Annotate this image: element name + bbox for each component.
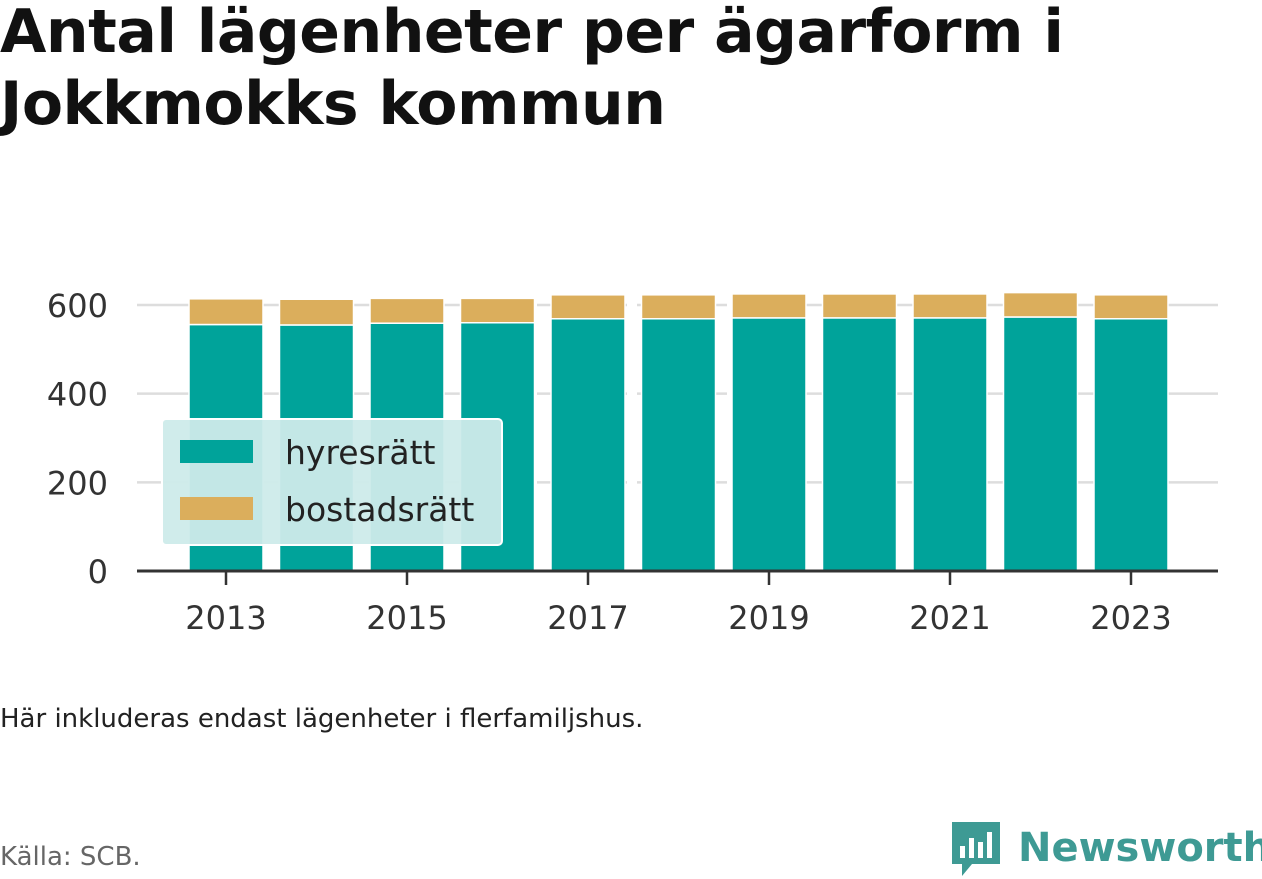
- y-tick-label: 400: [47, 376, 108, 414]
- source-text: Källa: SCB.: [0, 842, 141, 872]
- bar-bostadsratt-2013: [188, 298, 264, 326]
- x-tick-label: 2019: [728, 599, 809, 637]
- bar-bostadsratt-2022: [1002, 291, 1079, 318]
- y-tick-label: 200: [47, 464, 108, 502]
- legend-swatch-hyresratt: [180, 440, 253, 463]
- newsworthy-logo-icon: [952, 822, 1000, 876]
- legend: hyresrätt bostadsrätt: [161, 418, 503, 546]
- bar-hyresratt-2018: [640, 318, 717, 572]
- bar-bostadsratt-2014: [278, 298, 355, 326]
- bar-bostadsratt-2016: [459, 297, 536, 324]
- legend-swatch-bostadsratt: [180, 497, 253, 520]
- bar-hyresratt-2022: [1002, 316, 1079, 572]
- bar-bostadsratt-2020: [821, 293, 898, 319]
- bar-bostadsratt-2018: [640, 294, 717, 320]
- logo-text: Newsworthy: [1018, 825, 1262, 871]
- x-tick-label: 2013: [185, 599, 266, 637]
- bar-bostadsratt-2017: [550, 294, 626, 320]
- legend-label-hyresratt: hyresrätt: [285, 433, 436, 472]
- y-tick-label: 0: [88, 553, 108, 591]
- bar-hyresratt-2021: [912, 317, 988, 572]
- bar-hyresratt-2019: [731, 317, 807, 572]
- x-tick-label: 2015: [366, 599, 447, 637]
- x-tick-label: 2021: [909, 599, 990, 637]
- bar-bostadsratt-2015: [369, 297, 445, 324]
- bar-hyresratt-2017: [550, 318, 626, 572]
- legend-label-bostadsratt: bostadsrätt: [285, 490, 474, 529]
- axes: 0 200 400 600 2013 2015 2017 2019 2021 2023: [47, 287, 1218, 637]
- chart-title: Antal lägenheter per ägarform i Jokkmokk…: [0, 0, 1064, 139]
- bar-hyresratt-2020: [821, 317, 898, 572]
- bar-hyresratt-2023: [1093, 318, 1169, 572]
- x-tick-label: 2023: [1090, 599, 1171, 637]
- y-tick-label: 600: [47, 287, 108, 325]
- newsworthy-logo: Newsworthy: [950, 818, 1262, 878]
- bar-bostadsratt-2021: [912, 293, 988, 319]
- bar-bostadsratt-2019: [731, 293, 807, 319]
- bar-bostadsratt-2023: [1093, 294, 1169, 320]
- x-tick-label: 2017: [547, 599, 628, 637]
- chart-note: Här inkluderas endast lägenheter i flerf…: [0, 704, 644, 734]
